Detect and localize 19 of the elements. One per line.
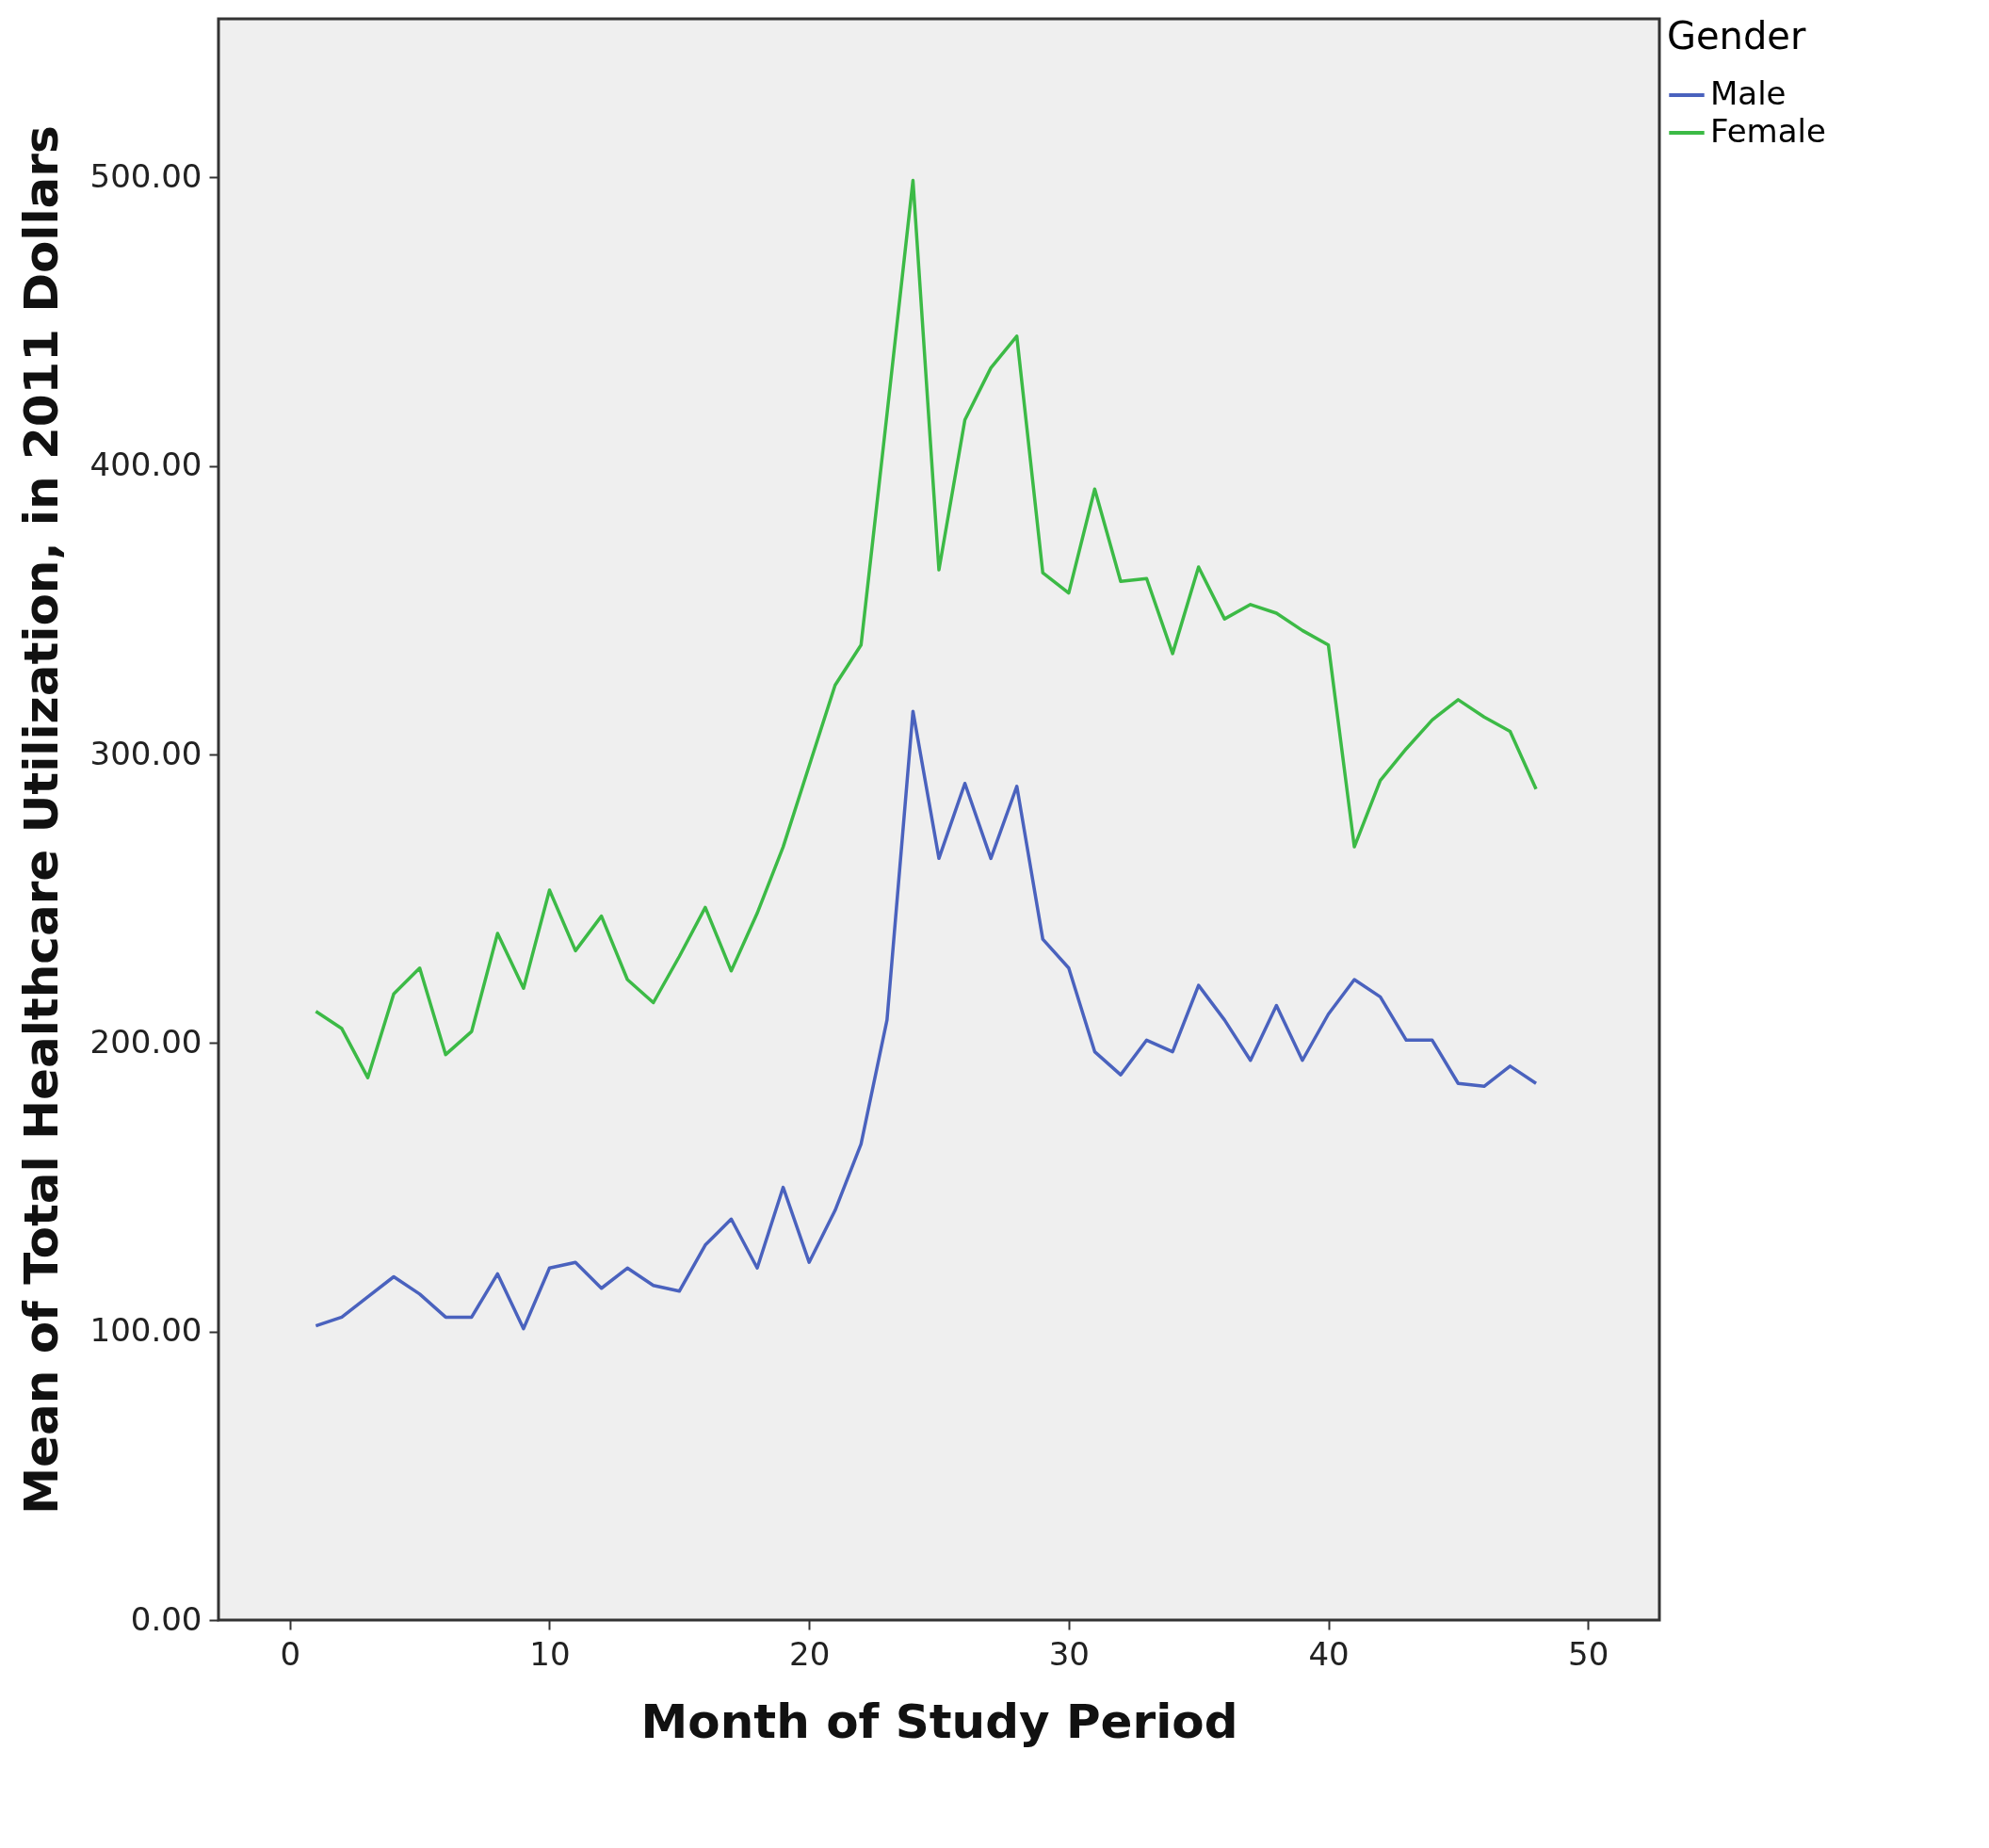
y-axis-title: Mean of Total Healthcare Utilization, in 2011 Dollars	[13, 125, 69, 1515]
x-axis-title: Month of Study Period	[640, 1694, 1238, 1749]
y-tick-label: 0.00	[130, 1599, 202, 1638]
x-tick-label: 30	[1048, 1634, 1090, 1673]
legend-label: Male	[1710, 74, 1787, 112]
line-series	[314, 709, 1538, 1331]
y-tick-label: 300.00	[89, 734, 202, 772]
y-tick-label: 100.00	[89, 1311, 202, 1350]
legend-label: Female	[1710, 112, 1826, 150]
y-tick-label: 500.00	[89, 156, 202, 195]
line-series	[314, 178, 1538, 1079]
x-tick-label: 40	[1308, 1634, 1350, 1673]
x-tick-label: 20	[789, 1634, 831, 1673]
legend-title: Gender	[1667, 14, 1806, 57]
x-tick-label: 10	[529, 1634, 571, 1673]
y-tick-label: 400.00	[89, 446, 202, 484]
y-tick-label: 200.00	[89, 1022, 202, 1061]
x-tick-label: 0	[280, 1634, 301, 1673]
x-tick-label: 50	[1568, 1634, 1609, 1673]
